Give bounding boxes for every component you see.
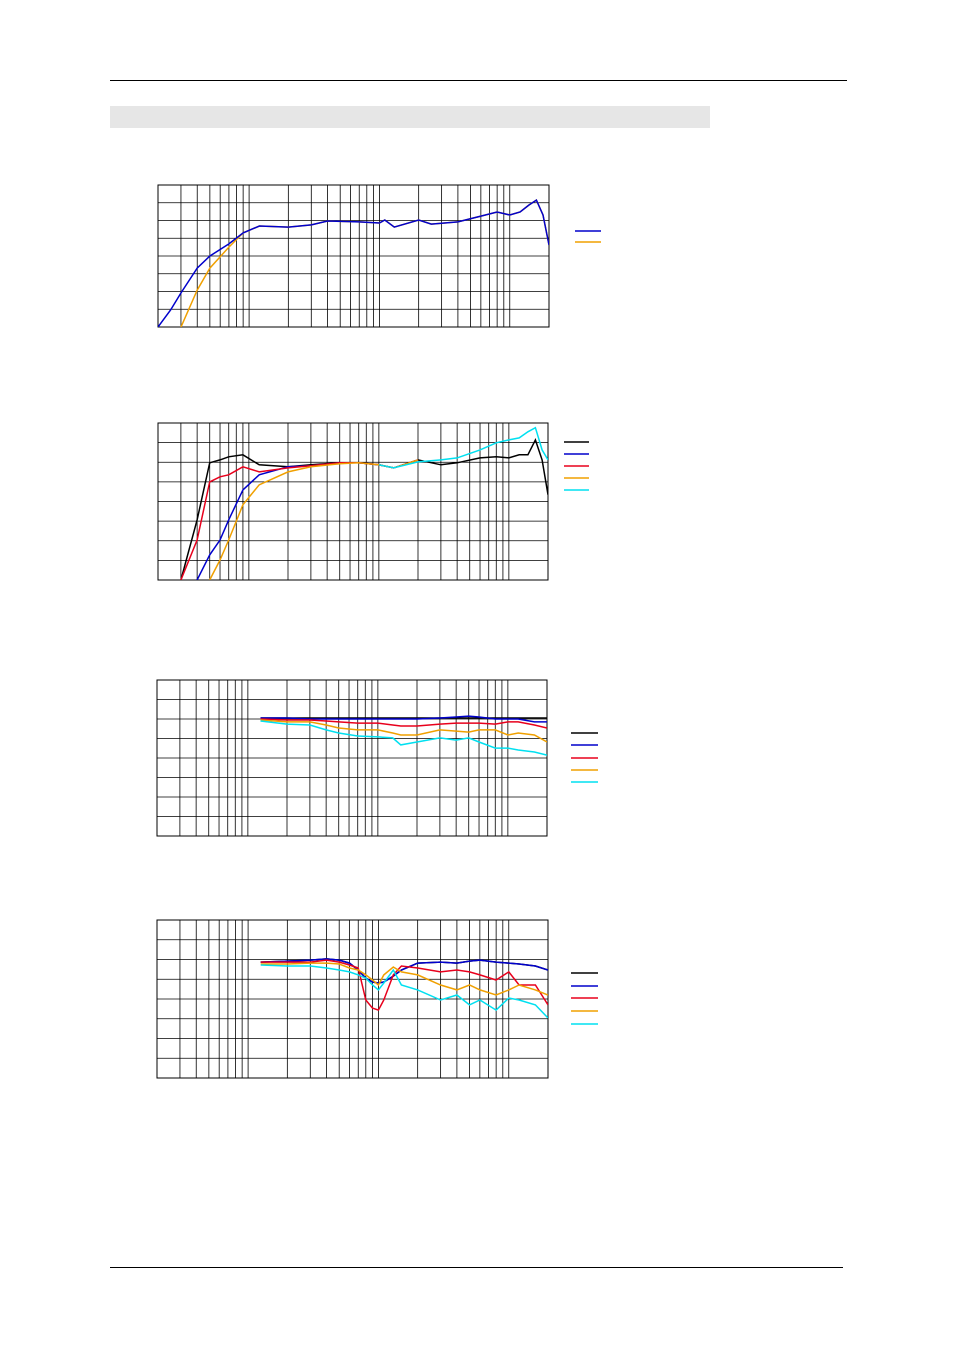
plot-frame [157,422,549,581]
series-line [158,198,549,327]
series-line [260,719,547,743]
series-line [260,715,547,723]
series-line [260,964,548,1019]
series-line [260,718,547,729]
plot-frame [156,679,548,837]
plot-frame [157,184,550,328]
series-line [260,962,548,996]
series-line [209,459,419,580]
series-line [260,720,547,756]
series-line [196,459,419,580]
series-line [180,459,419,580]
series-line [378,426,548,469]
plot-frame [156,919,549,1079]
section-bar [110,106,710,128]
series-line [260,959,548,1012]
